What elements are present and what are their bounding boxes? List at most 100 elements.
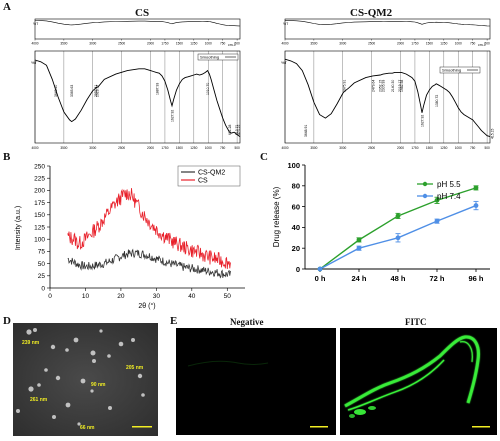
ftir-csqm2-main: 4000 3500 3000 2500 2000 1750 1500 1250 1000 750 5… (281, 50, 495, 150)
ftir-peak-label: 1380.72 (435, 95, 439, 107)
ftir-cs-main-ticks: 4000 3500 3000 2500 2000 1750 1500 1250 1000 750 5… (31, 51, 240, 150)
panel-letter-e: E (170, 315, 178, 327)
xrd-x-label: 2θ (°) (138, 302, 155, 310)
ftir-main-tick-label: 750 (470, 146, 476, 150)
negative-image (176, 328, 336, 435)
ftir-csqm2-overview-ylabel: %T (283, 22, 289, 26)
ftir-peak-label: 3648.91 (304, 125, 308, 137)
fitc-image-svg (344, 335, 490, 428)
release-legend-label-ph55: pH 5.5 (437, 180, 461, 189)
ftir-overview-tick-label: 2500 (368, 42, 375, 46)
release-series-ph55-point (473, 185, 479, 191)
ftir-overview-tick-label: 500 (234, 42, 240, 46)
particle (77, 422, 81, 426)
release-y-label: Drug release (%) (272, 186, 281, 247)
ftir-csqm2-overview: 4000 3500 3000 2500 2000 1750 1500 1250 1000 750 5… (281, 18, 491, 47)
particle (108, 406, 112, 410)
xrd-y-tick-label: 150 (34, 212, 45, 219)
ftir-csqm2-overview-trace (284, 20, 491, 27)
ftir-csqm2-overview-xunit: cm-1 (478, 43, 486, 47)
tem-particles (13, 323, 158, 436)
ftir-overview-tick-label: 1500 (426, 42, 433, 46)
particle (80, 378, 86, 384)
particle (28, 386, 34, 392)
ftir-overview-tick-label: 750 (470, 42, 476, 46)
fitc-title: FITC (405, 317, 427, 327)
ftir-main-tick-label: 3000 (89, 146, 96, 150)
ftir-peak-label: 2305.93 (381, 80, 385, 92)
release-series-ph55-point (356, 237, 362, 243)
ftir-main-tick-label: 1750 (161, 146, 168, 150)
xrd-x-tick-label: 20 (117, 293, 125, 300)
ftir-overview-tick-label: 2000 (397, 42, 404, 46)
ftir-main-tick-label: 1500 (426, 146, 433, 150)
ftir-overview-tick-label: 1250 (190, 42, 197, 46)
ftir-main-tick-label: 4000 (31, 146, 38, 150)
ftir-cs-overview-ticks: 4000 3500 3000 2500 2000 1750 1500 1250 1000 750 5… (31, 39, 240, 46)
ftir-main-tick-label: 1250 (440, 146, 447, 150)
release-legend-label-ph74: pH 7.4 (437, 192, 461, 201)
ftir-cs-overview: 4000 3500 3000 2500 2000 1750 1500 1250 1000 750 5… (31, 18, 241, 47)
particle (141, 393, 145, 397)
release-y-tick-label: 0 (296, 265, 300, 274)
xrd-x-tick-label: 10 (82, 293, 90, 300)
ftir-main-tick-label: 2500 (118, 146, 125, 150)
particle (131, 338, 135, 342)
particle (65, 402, 71, 408)
xrd-y-tick-label: 50 (38, 261, 46, 268)
particle (52, 415, 56, 419)
particle (55, 375, 61, 381)
particle-label-239: 239 nm (22, 340, 40, 346)
panel-letter-c: C (260, 151, 268, 163)
release-series-ph74-point (473, 203, 479, 208)
ftir-overview-tick-label: 3500 (310, 42, 317, 46)
ftir-csqm2-chart: 4000 3500 3000 2500 2000 1750 1500 1250 1000 750 5… (281, 18, 495, 150)
tem-particle-group (16, 328, 145, 426)
xrd-y-tick-label: 125 (34, 224, 45, 231)
release-legend-marker-ph55 (422, 181, 428, 187)
xrd-y-tick-label: 0 (41, 285, 45, 292)
ftir-main-tick-label: 500 (484, 146, 490, 150)
ftir-cs-overview-trace (34, 20, 241, 27)
ftir-overview-tick-label: 1250 (440, 42, 447, 46)
ftir-peak-label: 473.22 (237, 125, 241, 135)
particle (37, 383, 41, 387)
xrd-legend-box (177, 165, 241, 187)
ftir-cs-legend-label: Smoothing (200, 55, 219, 60)
ftir-cs-main-frame (34, 50, 241, 144)
ftir-main-tick-label: 3000 (339, 146, 346, 150)
xrd-x-tick-label: 0 (48, 293, 52, 300)
release-x-tick-label: 0 h (315, 274, 326, 283)
ftir-peak-label: 1627.92 (170, 110, 174, 122)
xrd-legend-label-cs-qm2: CS-QM2 (198, 170, 225, 177)
ftir-overview-tick-label: 3000 (89, 42, 96, 46)
particle (99, 329, 103, 333)
release-y-tick-label: 80 (292, 182, 300, 191)
xrd-y-ticks: 0 25 50 75 100 125 150 175 200 225 250 (34, 163, 50, 292)
panel-letter-b: B (3, 151, 11, 163)
xrd-y-tick-label: 175 (34, 200, 45, 207)
ftir-overview-tick-label: 1750 (161, 42, 168, 46)
particle (33, 328, 37, 332)
release-x-tick-label: 96 h (468, 274, 483, 283)
ftir-overview-tick-label: 1000 (455, 42, 462, 46)
negative-image-svg (187, 360, 328, 428)
ftir-overview-tick-label: 500 (484, 42, 490, 46)
fitc-worm-body (344, 335, 481, 408)
xrd-y-tick-label: 200 (34, 188, 45, 195)
release-y-tick-label: 40 (292, 223, 300, 232)
release-legend: pH 5.5 pH 7.4 (417, 180, 461, 201)
particle-label-205: 205 nm (126, 365, 144, 371)
ftir-main-tick-label: 1750 (411, 146, 418, 150)
particle (44, 368, 48, 372)
particle (92, 359, 96, 363)
fitc-spot (354, 409, 366, 415)
ftir-overview-tick-label: 3000 (339, 42, 346, 46)
ftir-overview-tick-label: 1000 (205, 42, 212, 46)
tem-background (13, 323, 158, 436)
release-series-ph74-point (317, 266, 323, 272)
ftir-csqm2-main-frame (284, 50, 491, 144)
release-legend-marker-ph74 (422, 193, 428, 199)
